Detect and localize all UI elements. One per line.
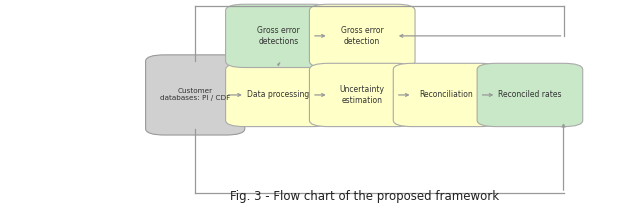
FancyArrowPatch shape [277, 63, 280, 65]
Text: Uncertainty
estimation: Uncertainty estimation [340, 85, 385, 105]
Text: Reconciliation: Reconciliation [419, 91, 473, 99]
FancyBboxPatch shape [309, 63, 415, 127]
FancyBboxPatch shape [146, 55, 245, 135]
Text: Reconciled rates: Reconciled rates [498, 91, 562, 99]
FancyArrowPatch shape [315, 34, 324, 37]
FancyArrowPatch shape [228, 93, 241, 96]
FancyBboxPatch shape [477, 63, 582, 127]
Text: Gross error
detection: Gross error detection [341, 26, 383, 46]
Text: Fig. 3 - Flow chart of the proposed framework: Fig. 3 - Flow chart of the proposed fram… [230, 189, 499, 203]
FancyBboxPatch shape [226, 4, 332, 68]
Text: Customer
databases: PI / CDF: Customer databases: PI / CDF [160, 88, 230, 101]
FancyBboxPatch shape [226, 63, 332, 127]
FancyArrowPatch shape [562, 124, 565, 190]
FancyArrowPatch shape [400, 34, 561, 37]
FancyArrowPatch shape [483, 93, 492, 96]
Text: Data processing: Data processing [247, 91, 310, 99]
Text: Gross error
detections: Gross error detections [257, 26, 300, 46]
FancyBboxPatch shape [309, 4, 415, 68]
FancyArrowPatch shape [399, 93, 408, 96]
FancyBboxPatch shape [393, 63, 499, 127]
FancyArrowPatch shape [315, 93, 324, 96]
